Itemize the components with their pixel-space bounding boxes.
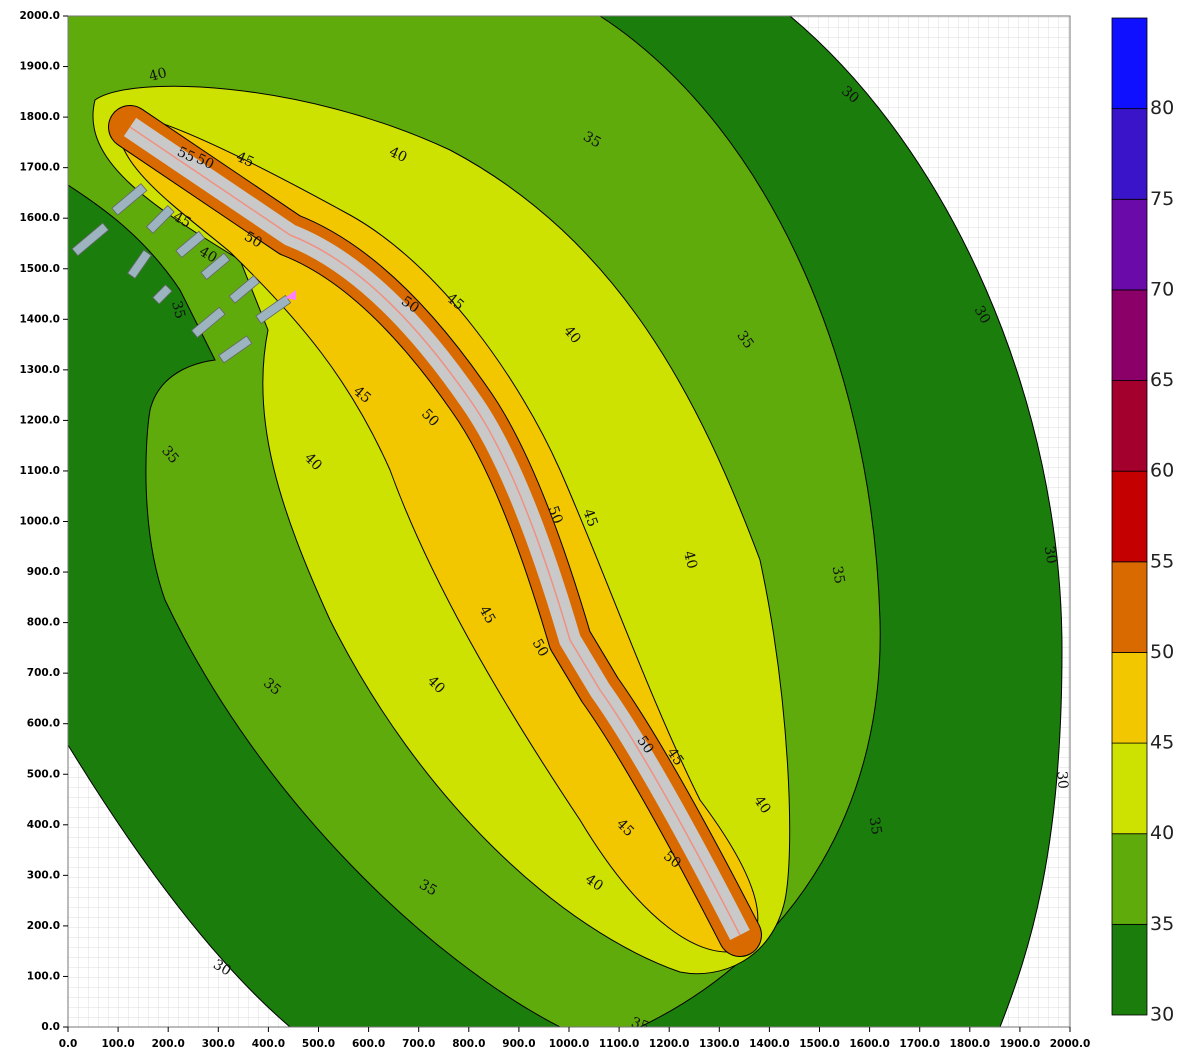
y-tick-label: 600.0 xyxy=(27,718,60,730)
x-tick-label: 800.0 xyxy=(452,1038,485,1050)
y-tick-label: 100.0 xyxy=(27,970,60,982)
x-tick-label: 1600.0 xyxy=(849,1038,890,1050)
x-tick-label: 2000.0 xyxy=(1050,1038,1091,1050)
legend-label: 40 xyxy=(1150,822,1174,844)
y-tick-label: 1300.0 xyxy=(19,364,60,376)
legend-label: 30 xyxy=(1150,1004,1174,1026)
x-tick-label: 400.0 xyxy=(252,1038,285,1050)
legend-label: 75 xyxy=(1150,188,1174,210)
legend-band xyxy=(1112,290,1147,381)
x-tick-label: 100.0 xyxy=(101,1038,134,1050)
x-tick-label: 1500.0 xyxy=(799,1038,840,1050)
contour-label: 30 xyxy=(1041,545,1060,565)
legend-band xyxy=(1112,924,1147,1015)
y-tick-label: 300.0 xyxy=(27,869,60,881)
y-tick-label: 500.0 xyxy=(27,768,60,780)
y-tick-label: 1900.0 xyxy=(19,61,60,73)
x-tick-label: 900.0 xyxy=(502,1038,535,1050)
y-tick-label: 900.0 xyxy=(27,566,60,578)
legend-label: 50 xyxy=(1150,641,1174,663)
x-tick-label: 1700.0 xyxy=(899,1038,940,1050)
legend-band xyxy=(1112,18,1147,109)
legend-band xyxy=(1112,471,1147,562)
x-tick-label: 500.0 xyxy=(302,1038,335,1050)
legend-label: 55 xyxy=(1150,550,1174,572)
contour-label: 35 xyxy=(829,565,848,585)
y-tick-label: 1600.0 xyxy=(19,212,60,224)
y-tick-label: 700.0 xyxy=(27,667,60,679)
legend-band xyxy=(1112,199,1147,290)
legend-label: 35 xyxy=(1150,913,1174,935)
x-tick-label: 1300.0 xyxy=(699,1038,740,1050)
legend-band xyxy=(1112,652,1147,743)
contour-label: 35 xyxy=(866,816,885,836)
y-tick-label: 1200.0 xyxy=(19,414,60,426)
y-tick-label: 1400.0 xyxy=(19,313,60,325)
y-tick-label: 800.0 xyxy=(27,617,60,629)
y-tick-label: 200.0 xyxy=(27,920,60,932)
x-tick-label: 1000.0 xyxy=(549,1038,590,1050)
legend-label: 80 xyxy=(1150,97,1174,119)
x-tick-label: 200.0 xyxy=(152,1038,185,1050)
x-tick-label: 700.0 xyxy=(402,1038,435,1050)
noise-map: 4030354045505545405035504540353045503540… xyxy=(0,0,1188,1059)
x-tick-label: 600.0 xyxy=(352,1038,385,1050)
legend-label: 45 xyxy=(1150,732,1174,754)
y-tick-label: 2000.0 xyxy=(19,10,60,22)
y-tick-label: 1800.0 xyxy=(19,111,60,123)
y-tick-label: 1500.0 xyxy=(19,263,60,275)
legend-band xyxy=(1112,562,1147,653)
legend-label: 60 xyxy=(1150,460,1174,482)
x-tick-label: 1200.0 xyxy=(649,1038,690,1050)
x-tick-label: 1400.0 xyxy=(749,1038,790,1050)
x-tick-label: 1800.0 xyxy=(950,1038,991,1050)
contour-label: 30 xyxy=(1053,770,1070,789)
x-tick-label: 1100.0 xyxy=(599,1038,640,1050)
x-tick-label: 0.0 xyxy=(59,1038,78,1050)
y-tick-label: 1000.0 xyxy=(19,516,60,528)
x-tick-label: 1900.0 xyxy=(1000,1038,1041,1050)
legend-label: 70 xyxy=(1150,278,1174,300)
legend-label: 65 xyxy=(1150,369,1174,391)
legend-band xyxy=(1112,834,1147,925)
legend-band xyxy=(1112,743,1147,834)
y-tick-label: 1100.0 xyxy=(19,465,60,477)
x-tick-label: 300.0 xyxy=(202,1038,235,1050)
legend-band xyxy=(1112,109,1147,200)
y-tick-label: 0.0 xyxy=(41,1021,60,1033)
y-tick-label: 1700.0 xyxy=(19,162,60,174)
y-tick-label: 400.0 xyxy=(27,819,60,831)
legend-band xyxy=(1112,381,1147,472)
